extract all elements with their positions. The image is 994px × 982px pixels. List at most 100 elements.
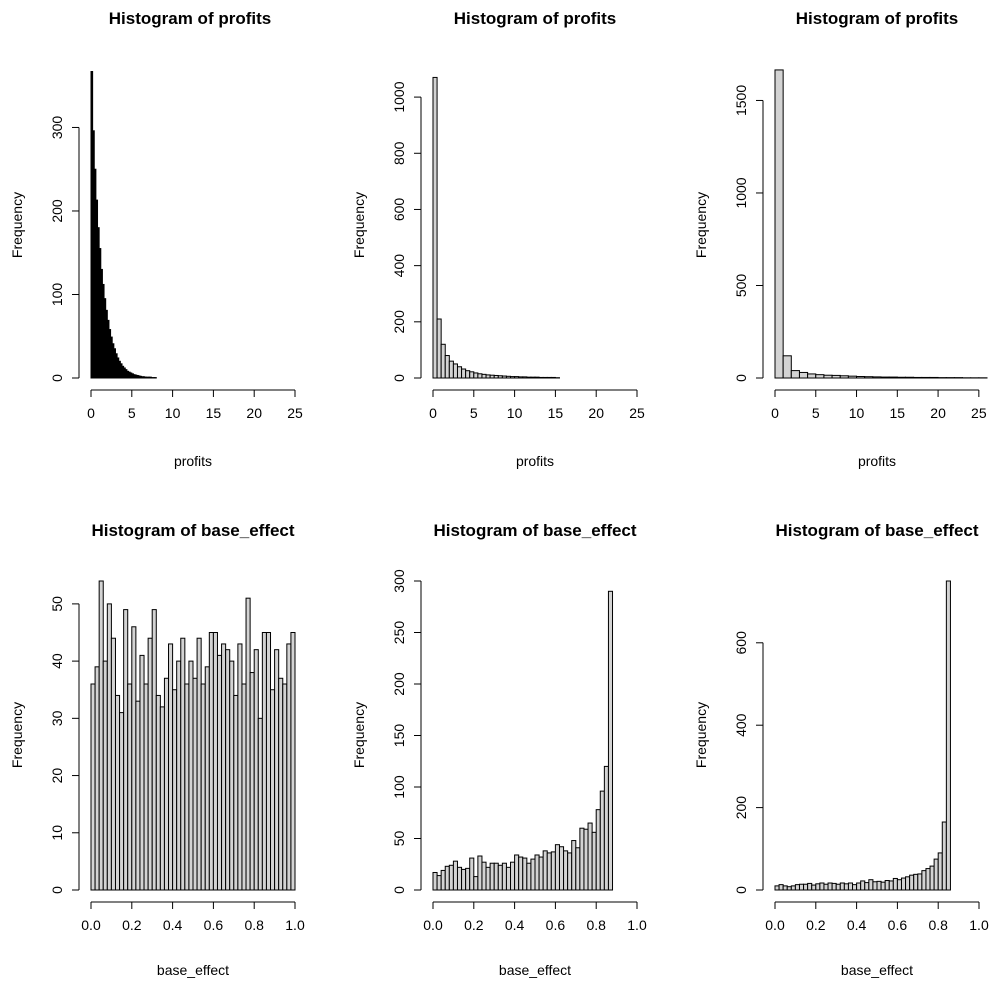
histogram-bar: [811, 884, 817, 891]
panel-5: Histogram of base_effect 0.0 0.2 0.4 0.6 0.8…: [351, 521, 647, 978]
histogram-bar: [852, 884, 858, 891]
y-tick-label: 400: [391, 254, 407, 278]
histogram-bar: [790, 370, 800, 379]
histogram-bar: [831, 374, 841, 379]
x-tick-label: 25: [971, 405, 987, 421]
histogram-bar: [497, 864, 503, 891]
x-axis: 0 5 10 15 20 25: [87, 389, 303, 421]
histogram-bar: [212, 632, 218, 891]
histogram-bar: [815, 374, 825, 379]
x-tick-label: 15: [548, 405, 564, 421]
x-tick-label: 15: [206, 405, 222, 421]
histogram-bar: [925, 868, 931, 891]
x-tick-label: 0.8: [586, 917, 606, 933]
y-tick-label: 0: [49, 374, 65, 382]
y-tick-label: 200: [391, 672, 407, 696]
histogram-bar: [444, 355, 450, 379]
histogram-bar: [493, 374, 499, 379]
histogram-bar: [233, 694, 239, 891]
histogram-bar: [102, 660, 108, 891]
histogram-bar: [872, 376, 882, 379]
x-tick-label: 0.2: [806, 917, 826, 933]
histogram-bar: [514, 376, 520, 379]
histogram-bar: [237, 643, 243, 891]
histogram-bar: [143, 683, 149, 891]
x-tick-label: 25: [629, 405, 645, 421]
histogram-bar: [196, 637, 202, 891]
histogram-bar: [538, 856, 544, 891]
bars: [90, 71, 157, 379]
histogram-bar: [188, 660, 194, 891]
panel-1: Histogram of profits 0 5 10 15 20 25 0 100 200 3…: [9, 9, 303, 469]
histogram-bar: [461, 368, 467, 379]
bars: [432, 590, 614, 891]
histogram-bar: [505, 375, 512, 379]
histogram-bar: [798, 883, 805, 891]
histogram-bar: [477, 373, 483, 379]
histogram-bar: [200, 683, 206, 891]
histogram-bar: [929, 865, 935, 891]
y-axis-label: Frequency: [693, 192, 709, 258]
histogram-bar: [493, 862, 499, 891]
x-tick-label: 1.0: [969, 917, 989, 933]
histogram-bar: [176, 660, 182, 891]
histogram-bar: [542, 850, 548, 891]
bars: [774, 580, 951, 891]
histogram-bar: [599, 790, 605, 891]
y-tick-label: 1000: [733, 177, 749, 208]
x-tick-label: 0.6: [204, 917, 224, 933]
panel-title: Histogram of base_effect: [91, 521, 294, 540]
histogram-bar: [522, 857, 528, 891]
x-tick-label: 5: [812, 405, 820, 421]
histogram-bar: [571, 840, 577, 891]
histogram-bar: [538, 376, 544, 379]
histogram-bar: [440, 343, 446, 379]
histogram-bar: [884, 880, 890, 891]
y-tick-label: 20: [49, 768, 65, 784]
histogram-bar: [839, 375, 849, 379]
histogram-bar: [444, 865, 450, 891]
x-tick-label: 0: [771, 405, 779, 421]
y-tick-label: 400: [733, 713, 749, 737]
histogram-bar: [782, 885, 788, 891]
histogram-bar: [497, 375, 503, 379]
panel-3: Histogram of profits 0 5 10 15 20 25 0 500 1000…: [693, 9, 988, 469]
histogram-bar: [790, 885, 796, 891]
histogram-bar: [505, 866, 512, 891]
y-axis: 0 10 20 30 40 50: [49, 596, 80, 894]
histogram-bar: [473, 372, 479, 379]
histogram-bar: [159, 706, 165, 891]
x-axis: 0 5 10 15 20 25: [429, 389, 645, 421]
histogram-bar: [172, 689, 178, 891]
y-axis: 0 200 400 600: [733, 631, 764, 894]
panel-title: Histogram of profits: [796, 9, 958, 28]
x-tick-label: 0.8: [928, 917, 948, 933]
histogram-bar: [941, 821, 947, 891]
histogram-bar: [452, 363, 458, 379]
histogram-bar: [514, 854, 520, 891]
histogram-bar: [456, 866, 463, 891]
x-tick-label: 15: [890, 405, 906, 421]
y-axis-label: Frequency: [9, 702, 25, 768]
histogram-bar: [913, 376, 923, 379]
histogram-bar: [905, 876, 911, 891]
histogram-bar: [607, 590, 614, 891]
histogram-bar: [782, 355, 792, 379]
histogram-bar: [534, 854, 540, 891]
histogram-bar: [440, 869, 446, 891]
y-tick-label: 1000: [391, 81, 407, 112]
bars: [90, 580, 296, 891]
histogram-bar: [778, 884, 784, 891]
histogram-bar: [843, 883, 849, 891]
y-axis-label: Frequency: [351, 702, 367, 768]
histogram-bar: [229, 660, 235, 891]
histogram-bar: [798, 371, 809, 379]
y-tick-label: 600: [391, 198, 407, 222]
histogram-bar: [90, 683, 96, 891]
histogram-bar: [253, 649, 259, 891]
histogram-bar: [436, 318, 442, 379]
x-tick-label: 0: [87, 405, 95, 421]
histogram-bar: [819, 882, 825, 891]
y-axis: 0 500 1000 1500: [733, 85, 764, 382]
histogram-bar: [591, 831, 597, 891]
